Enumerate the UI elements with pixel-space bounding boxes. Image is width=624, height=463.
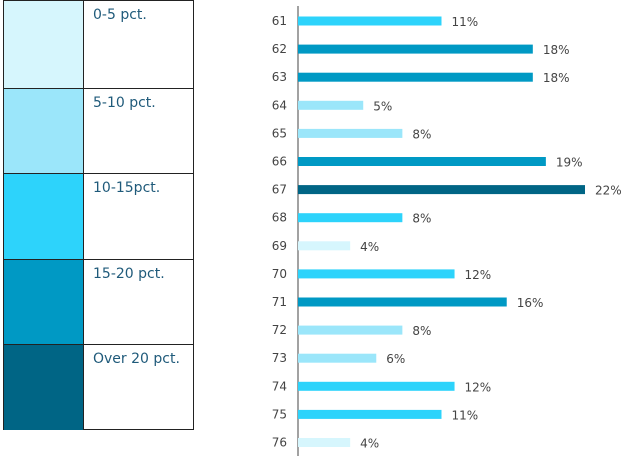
bar [298, 157, 546, 166]
legend-item: 5-10 pct. [4, 88, 193, 173]
y-tick-label: 67 [272, 183, 287, 197]
legend-label: 10-15pct. [93, 180, 161, 196]
y-tick-label: 71 [272, 295, 287, 309]
bar [298, 185, 585, 195]
bar [298, 100, 364, 110]
y-tick-label: 74 [272, 379, 287, 393]
data-label: 6% [386, 352, 405, 366]
legend-swatch [4, 260, 84, 344]
legend-swatch [4, 1, 84, 88]
legend-label: 15-20 pct. [93, 266, 165, 282]
y-tick-label: 65 [272, 126, 287, 140]
y-tick-label: 66 [272, 155, 287, 169]
legend-item: 10-15pct. [4, 173, 193, 259]
bar [298, 353, 377, 363]
y-tick-label: 69 [272, 239, 287, 253]
legend-item: 15-20 pct. [4, 259, 193, 344]
data-label: 8% [412, 212, 431, 226]
bar [298, 16, 442, 26]
y-tick-label: 73 [272, 351, 287, 365]
bar [298, 128, 403, 138]
bar [298, 297, 507, 307]
color-legend: 0-5 pct. 5-10 pct. 10-15pct. 15-20 pct. Over… [3, 0, 194, 430]
bar [298, 241, 351, 251]
bar [298, 325, 403, 335]
bar [298, 438, 351, 447]
y-tick-label: 68 [272, 211, 287, 225]
data-label: 11% [452, 15, 479, 29]
legend-swatch [4, 345, 84, 430]
y-tick-label: 64 [272, 98, 287, 112]
legend-swatch [4, 89, 84, 173]
legend-label: Over 20 pct. [93, 351, 180, 367]
legend-label: 0-5 pct. [93, 7, 147, 23]
data-label: 8% [412, 127, 431, 141]
bar [298, 44, 533, 54]
data-label: 19% [556, 156, 583, 170]
y-tick-label: 72 [272, 323, 287, 337]
bar [298, 72, 533, 82]
legend-label: 5-10 pct. [93, 95, 156, 111]
data-label: 5% [373, 99, 392, 113]
y-tick-label: 70 [272, 267, 287, 281]
y-tick-label: 76 [272, 436, 287, 450]
bar [298, 409, 442, 419]
bar [298, 213, 403, 223]
data-label: 18% [543, 43, 570, 57]
data-label: 4% [360, 437, 379, 451]
bar [298, 381, 455, 391]
data-label: 11% [452, 408, 479, 422]
y-tick-label: 63 [272, 70, 287, 84]
data-label: 4% [360, 240, 379, 254]
data-label: 22% [595, 184, 622, 198]
data-label: 16% [517, 296, 544, 310]
legend-item: Over 20 pct. [4, 344, 193, 430]
legend-swatch [4, 174, 84, 259]
data-label: 18% [543, 71, 570, 85]
y-tick-label: 75 [272, 407, 287, 421]
legend-item: 0-5 pct. [4, 0, 193, 88]
y-tick-label: 61 [272, 14, 287, 28]
data-label: 12% [465, 380, 492, 394]
bar [298, 269, 455, 279]
y-tick-label: 62 [272, 42, 287, 56]
data-label: 12% [465, 268, 492, 282]
data-label: 8% [412, 324, 431, 338]
